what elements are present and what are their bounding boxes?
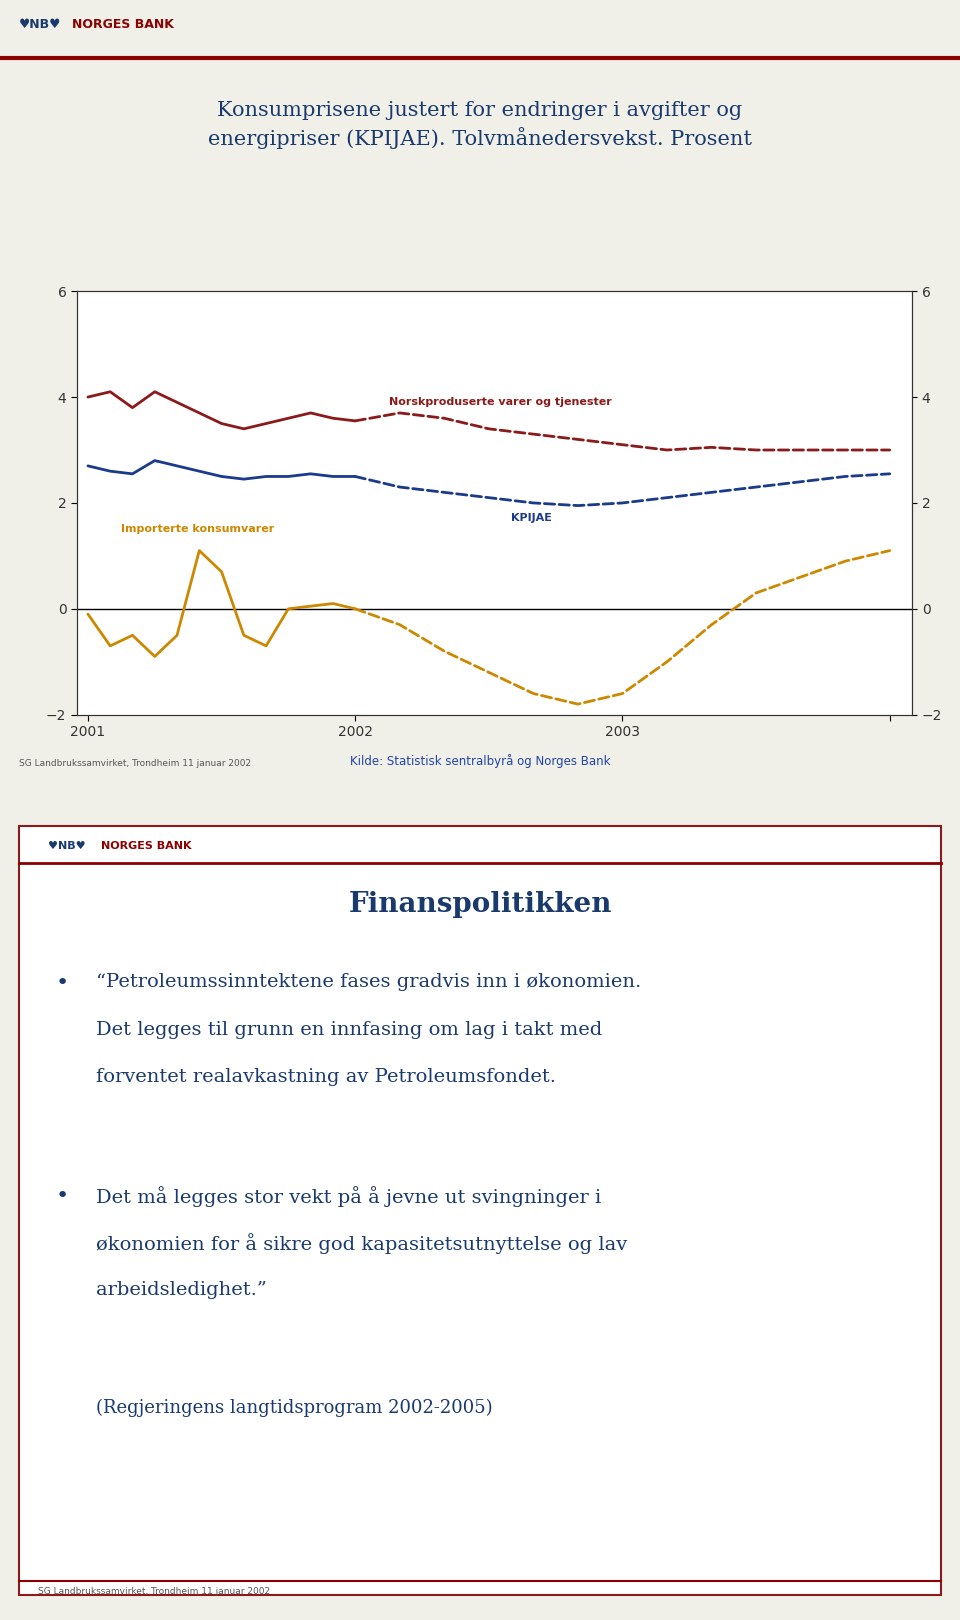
- Text: forventet realavkastning av Petroleumsfondet.: forventet realavkastning av Petroleumsfo…: [96, 1068, 556, 1085]
- Text: Kilde: Statistisk sentralbyrå og Norges Bank: Kilde: Statistisk sentralbyrå og Norges …: [349, 753, 611, 768]
- Text: Det legges til grunn en innfasing om lag i takt med: Det legges til grunn en innfasing om lag…: [96, 1021, 602, 1038]
- Text: •: •: [56, 1186, 69, 1205]
- Text: ♥NB♥: ♥NB♥: [48, 841, 85, 850]
- Text: •: •: [56, 974, 69, 993]
- Text: SG Landbrukssamvirket, Trondheim 11 januar 2002: SG Landbrukssamvirket, Trondheim 11 janu…: [38, 1588, 271, 1596]
- Text: Det må legges stor vekt på å jevne ut svingninger i: Det må legges stor vekt på å jevne ut sv…: [96, 1186, 601, 1207]
- Text: økonomien for å sikre god kapasitetsutnyttelse og lav: økonomien for å sikre god kapasitetsutny…: [96, 1233, 627, 1254]
- Text: ♥NB♥: ♥NB♥: [19, 18, 61, 31]
- Text: Finanspolitikken: Finanspolitikken: [348, 891, 612, 919]
- Text: NORGES BANK: NORGES BANK: [101, 841, 191, 850]
- Text: (Regjeringens langtidsprogram 2002-2005): (Regjeringens langtidsprogram 2002-2005): [96, 1400, 492, 1418]
- Text: NORGES BANK: NORGES BANK: [72, 18, 174, 31]
- Text: arbeidsledighet.”: arbeidsledighet.”: [96, 1281, 267, 1299]
- Text: SG Landbrukssamvirket, Trondheim 11 januar 2002: SG Landbrukssamvirket, Trondheim 11 janu…: [19, 758, 252, 768]
- Text: Konsumprisene justert for endringer i avgifter og
energipriser (KPIJAE). Tolvmån: Konsumprisene justert for endringer i av…: [208, 100, 752, 149]
- FancyBboxPatch shape: [19, 826, 941, 1596]
- Text: “Petroleumssinntektene fases gradvis inn i økonomien.: “Petroleumssinntektene fases gradvis inn…: [96, 974, 641, 991]
